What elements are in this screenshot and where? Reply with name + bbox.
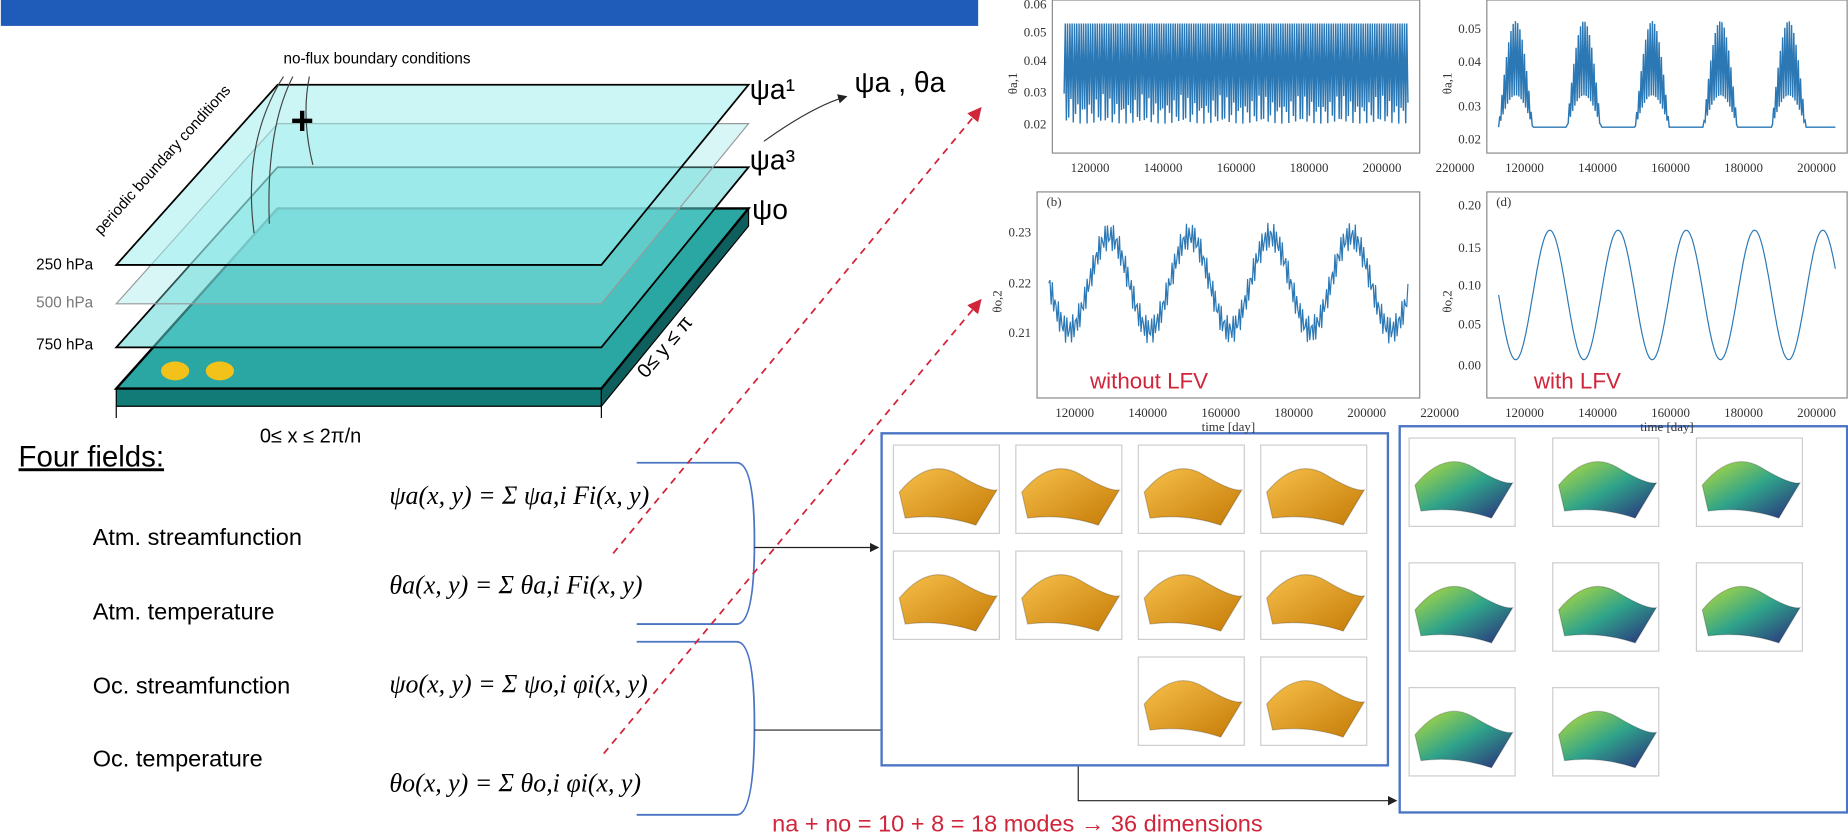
x-tick-label: 180000 xyxy=(1274,405,1313,420)
y-tick-label: 0.06 xyxy=(1024,0,1047,11)
y-tick-label: 0.05 xyxy=(1458,21,1481,36)
x-tick-label: 200000 xyxy=(1363,160,1402,175)
brackets xyxy=(637,463,755,815)
layer-label: ψa¹ xyxy=(750,73,795,105)
fields-heading: Four fields: xyxy=(19,440,165,473)
x-tick-label: 140000 xyxy=(1578,160,1617,175)
y-tick-label: 0.15 xyxy=(1458,240,1481,255)
panel-label: (d) xyxy=(1496,194,1511,209)
x-tick-label: 160000 xyxy=(1217,160,1256,175)
y-tick-label: 0.00 xyxy=(1458,358,1481,373)
x-tick-label: 160000 xyxy=(1201,405,1240,420)
x-tick-label: 140000 xyxy=(1128,405,1167,420)
equation: θa(x, y) = Σ θa,i Fi(x, y) xyxy=(389,570,642,599)
plus-sign: + xyxy=(291,99,314,143)
y-tick-label: 0.02 xyxy=(1024,116,1047,131)
title-bar xyxy=(1,0,978,26)
equation: ψa(x, y) = Σ ψa,i Fi(x, y) xyxy=(389,481,649,510)
layer-diagram: + xyxy=(116,77,846,418)
plot-annotation: without LFV xyxy=(1089,369,1208,394)
x-tick-label: 160000 xyxy=(1651,160,1690,175)
field-name: Oc. temperature xyxy=(93,746,263,772)
plot-annotation: with LFV xyxy=(1533,369,1621,394)
footer-note: na + no = 10 + 8 = 18 modes → 36 dimensi… xyxy=(772,810,1263,836)
duck-icon xyxy=(161,361,189,380)
equation: ψo(x, y) = Σ ψo,i φi(x, y) xyxy=(389,669,647,698)
equation: θo(x, y) = Σ θo,i φi(x, y) xyxy=(389,768,641,797)
x-tick-label: 120000 xyxy=(1505,160,1544,175)
x-tick-label: 160000 xyxy=(1651,405,1690,420)
top-label: no-flux boundary conditions xyxy=(283,51,470,68)
y-tick-label: 0.04 xyxy=(1024,53,1047,68)
x-tick-label: 180000 xyxy=(1724,405,1763,420)
y-tick-label: 0.05 xyxy=(1024,25,1047,40)
y-tick-label: 0.02 xyxy=(1458,132,1481,147)
level-label: 250 hPa xyxy=(36,257,93,274)
duck-icon xyxy=(206,361,234,380)
level-label: 500 hPa xyxy=(36,294,93,311)
x-tick-label: 120000 xyxy=(1055,405,1094,420)
level-label: 750 hPa xyxy=(36,337,93,354)
field-name: Atm. temperature xyxy=(93,598,275,624)
x-tick-label: 200000 xyxy=(1797,160,1836,175)
y-tick-label: 0.04 xyxy=(1458,54,1481,69)
x-tick-label: 140000 xyxy=(1144,160,1183,175)
x-tick-label: 220000 xyxy=(1420,405,1459,420)
y-tick-label: 0.22 xyxy=(1009,275,1032,290)
layer-label: ψa³ xyxy=(750,144,795,176)
x-tick-label: 200000 xyxy=(1797,405,1836,420)
y-tick-label: 0.20 xyxy=(1458,198,1481,213)
x-tick-label: 180000 xyxy=(1290,160,1329,175)
y-axis-label: θo,2 xyxy=(990,290,1005,312)
y-tick-label: 0.10 xyxy=(1458,278,1481,293)
x-tick-label: 180000 xyxy=(1724,160,1763,175)
y-tick-label: 0.21 xyxy=(1009,325,1032,340)
y-axis-label: θa,1 xyxy=(1005,73,1020,95)
field-name: Atm. streamfunction xyxy=(93,524,302,550)
x-tick-label: 200000 xyxy=(1347,405,1386,420)
y-tick-label: 0.03 xyxy=(1024,85,1047,100)
y-tick-label: 0.23 xyxy=(1009,225,1032,240)
x-tick-label: 120000 xyxy=(1071,160,1110,175)
y-tick-label: 0.05 xyxy=(1458,317,1481,332)
panel-label: (b) xyxy=(1046,194,1061,209)
x-tick-label: 140000 xyxy=(1578,405,1617,420)
x-range: 0≤ x ≤ 2π/n xyxy=(260,426,361,448)
x-axis-label: time [day] xyxy=(1640,419,1694,434)
plot-frame xyxy=(1037,192,1420,398)
x-tick-label: 220000 xyxy=(1436,160,1475,175)
layer-label: ψo xyxy=(752,193,788,225)
output-label: ψa , θa xyxy=(855,66,946,98)
y-axis-label: θa,1 xyxy=(1440,73,1455,95)
y-axis-label: θo,2 xyxy=(1440,290,1455,312)
x-axis-label: time [day] xyxy=(1202,419,1256,434)
field-name: Oc. streamfunction xyxy=(93,673,290,699)
y-tick-label: 0.03 xyxy=(1458,99,1481,114)
x-tick-label: 120000 xyxy=(1505,405,1544,420)
slide: + no-flux boundary conditions periodic b… xyxy=(0,0,1848,836)
plot-frame xyxy=(1487,192,1847,398)
